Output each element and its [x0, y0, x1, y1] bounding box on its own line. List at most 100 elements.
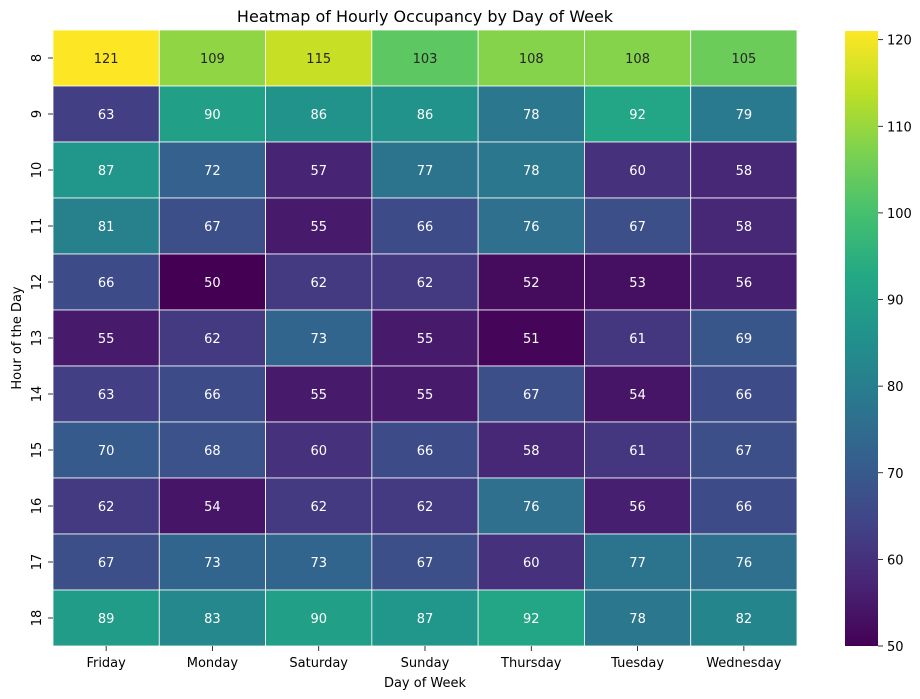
heatmap-cell: [690, 141, 798, 199]
heatmap-cell: [690, 365, 798, 423]
heatmap-cell: [265, 533, 373, 591]
heatmap-cell: [477, 309, 585, 367]
colorbar-tick-label: 100: [887, 207, 912, 222]
heatmap-cells: 121 109 115 103 108 108 105 63 90 86 86 78 92 79 87 72 5…: [52, 29, 798, 647]
x-tick-label: Friday: [86, 656, 126, 671]
heatmap-cell: [158, 141, 266, 199]
heatmap-cell: [584, 365, 692, 423]
heatmap-cell: [265, 365, 373, 423]
heatmap-cell: [690, 309, 798, 367]
cell-value-label: 55: [417, 332, 434, 347]
y-tick-label: 10: [30, 162, 45, 179]
cell-value-label: 87: [98, 164, 115, 179]
colorbar: 50 60 70 80 90 100 110 120: [845, 31, 912, 655]
heatmap-cell: [371, 533, 479, 591]
y-tick-label: 8: [30, 54, 45, 62]
cell-value-label: 73: [310, 556, 327, 571]
heatmap-cell: [52, 197, 160, 255]
heatmap-cell: [265, 141, 373, 199]
heatmap-cell: [584, 589, 692, 647]
colorbar-tick-label: 110: [887, 120, 912, 135]
cell-value-label: 69: [736, 332, 753, 347]
cell-value-label: 51: [523, 332, 540, 347]
heatmap-cell: [52, 29, 160, 87]
cell-value-label: 73: [204, 556, 221, 571]
heatmap-cell: [265, 85, 373, 143]
cell-value-label: 60: [523, 556, 540, 571]
x-tick-label: Sunday: [401, 656, 450, 671]
cell-value-label: 90: [310, 612, 327, 627]
cell-value-label: 60: [629, 164, 646, 179]
cell-value-label: 86: [417, 108, 434, 123]
colorbar-tick-label: 50: [887, 640, 904, 655]
cell-value-label: 54: [204, 500, 221, 515]
cell-value-label: 56: [736, 276, 753, 291]
heatmap-cell: [52, 365, 160, 423]
cell-value-label: 76: [736, 556, 753, 571]
cell-value-label: 78: [629, 612, 646, 627]
cell-value-label: 62: [204, 332, 221, 347]
cell-value-label: 83: [204, 612, 221, 627]
heatmap-cell: [477, 533, 585, 591]
cell-value-label: 92: [523, 612, 540, 627]
cell-value-label: 66: [736, 388, 753, 403]
heatmap-cell: [477, 421, 585, 479]
cell-value-label: 67: [629, 220, 646, 235]
cell-value-label: 55: [417, 388, 434, 403]
colorbar-tick-label: 70: [887, 467, 904, 482]
cell-value-label: 67: [98, 556, 115, 571]
cell-value-label: 78: [523, 108, 540, 123]
chart-title: Heatmap of Hourly Occupancy by Day of We…: [237, 7, 614, 26]
heatmap-cell: [690, 589, 798, 647]
cell-value-label: 63: [98, 388, 115, 403]
cell-value-label: 55: [98, 332, 115, 347]
heatmap-cell: [52, 533, 160, 591]
heatmap-cell: [584, 421, 692, 479]
cell-value-label: 62: [417, 276, 434, 291]
heatmap-cell: [158, 309, 266, 367]
heatmap-cell: [584, 197, 692, 255]
heatmap-cell: [690, 253, 798, 311]
cell-value-label: 66: [736, 500, 753, 515]
heatmap-cell: [584, 533, 692, 591]
heatmap-cell: [265, 589, 373, 647]
cell-value-label: 108: [519, 52, 544, 67]
cell-value-label: 72: [204, 164, 221, 179]
y-tick-label: 12: [30, 274, 45, 291]
heatmap-cell: [371, 309, 479, 367]
cell-value-label: 58: [736, 220, 753, 235]
x-tick-label: Monday: [187, 656, 239, 671]
heatmap-cell: [158, 589, 266, 647]
heatmap-cell: [371, 365, 479, 423]
heatmap-cell: [690, 421, 798, 479]
cell-value-label: 105: [731, 52, 756, 67]
colorbar-gradient: [845, 31, 878, 646]
cell-value-label: 60: [310, 444, 327, 459]
heatmap-cell: [158, 421, 266, 479]
cell-value-label: 67: [523, 388, 540, 403]
y-tick-label: 16: [30, 498, 45, 515]
cell-value-label: 87: [417, 612, 434, 627]
heatmap-cell: [371, 197, 479, 255]
colorbar-tick-label: 80: [887, 380, 904, 395]
cell-value-label: 90: [204, 108, 221, 123]
cell-value-label: 63: [98, 108, 115, 123]
cell-value-label: 55: [310, 388, 327, 403]
cell-value-label: 53: [629, 276, 646, 291]
cell-value-label: 55: [310, 220, 327, 235]
cell-value-label: 58: [523, 444, 540, 459]
cell-value-label: 79: [736, 108, 753, 123]
y-tick-label: 11: [30, 218, 45, 235]
heatmap-cell: [584, 29, 692, 87]
cell-value-label: 77: [417, 164, 434, 179]
y-tick-label: 14: [30, 386, 45, 403]
heatmap-cell: [265, 253, 373, 311]
heatmap-cell: [690, 85, 798, 143]
cell-value-label: 109: [200, 52, 225, 67]
cell-value-label: 66: [204, 388, 221, 403]
heatmap-cell: [477, 589, 585, 647]
colorbar-ticks: 50 60 70 80 90 100 110 120: [878, 34, 912, 655]
y-tick-label: 15: [30, 442, 45, 459]
colorbar-tick-label: 120: [887, 34, 912, 49]
